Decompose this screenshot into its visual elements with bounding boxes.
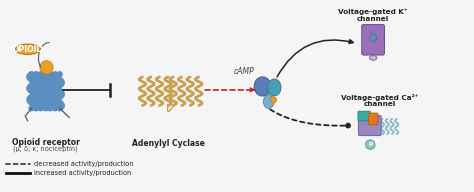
FancyArrowPatch shape [277,40,353,77]
Text: channel: channel [357,16,389,22]
Text: P: P [368,142,373,147]
Circle shape [40,61,53,74]
Text: channel: channel [364,101,396,108]
Ellipse shape [254,77,271,96]
FancyBboxPatch shape [368,113,378,125]
Ellipse shape [15,44,40,55]
Text: (μ; δ; κ; nociceptin): (μ; δ; κ; nociceptin) [13,146,78,152]
Text: Opioid receptor: Opioid receptor [12,138,80,147]
Text: OPIOID: OPIOID [12,45,43,54]
Ellipse shape [264,95,274,108]
Circle shape [346,123,350,128]
Circle shape [365,140,375,149]
FancyBboxPatch shape [362,25,384,55]
Text: Adenylyl Cyclase: Adenylyl Cyclase [132,139,205,148]
Ellipse shape [370,34,376,42]
Text: decreased activity/production: decreased activity/production [34,161,133,167]
Text: cAMP: cAMP [234,67,255,76]
FancyBboxPatch shape [358,116,381,136]
Text: increased activity/production: increased activity/production [34,170,131,176]
FancyBboxPatch shape [358,111,370,121]
Circle shape [270,97,276,103]
Text: Voltage-gated K⁺: Voltage-gated K⁺ [338,8,408,15]
Text: Voltage-gated Ca²⁺: Voltage-gated Ca²⁺ [341,94,419,101]
Ellipse shape [369,55,377,60]
Ellipse shape [268,79,281,96]
